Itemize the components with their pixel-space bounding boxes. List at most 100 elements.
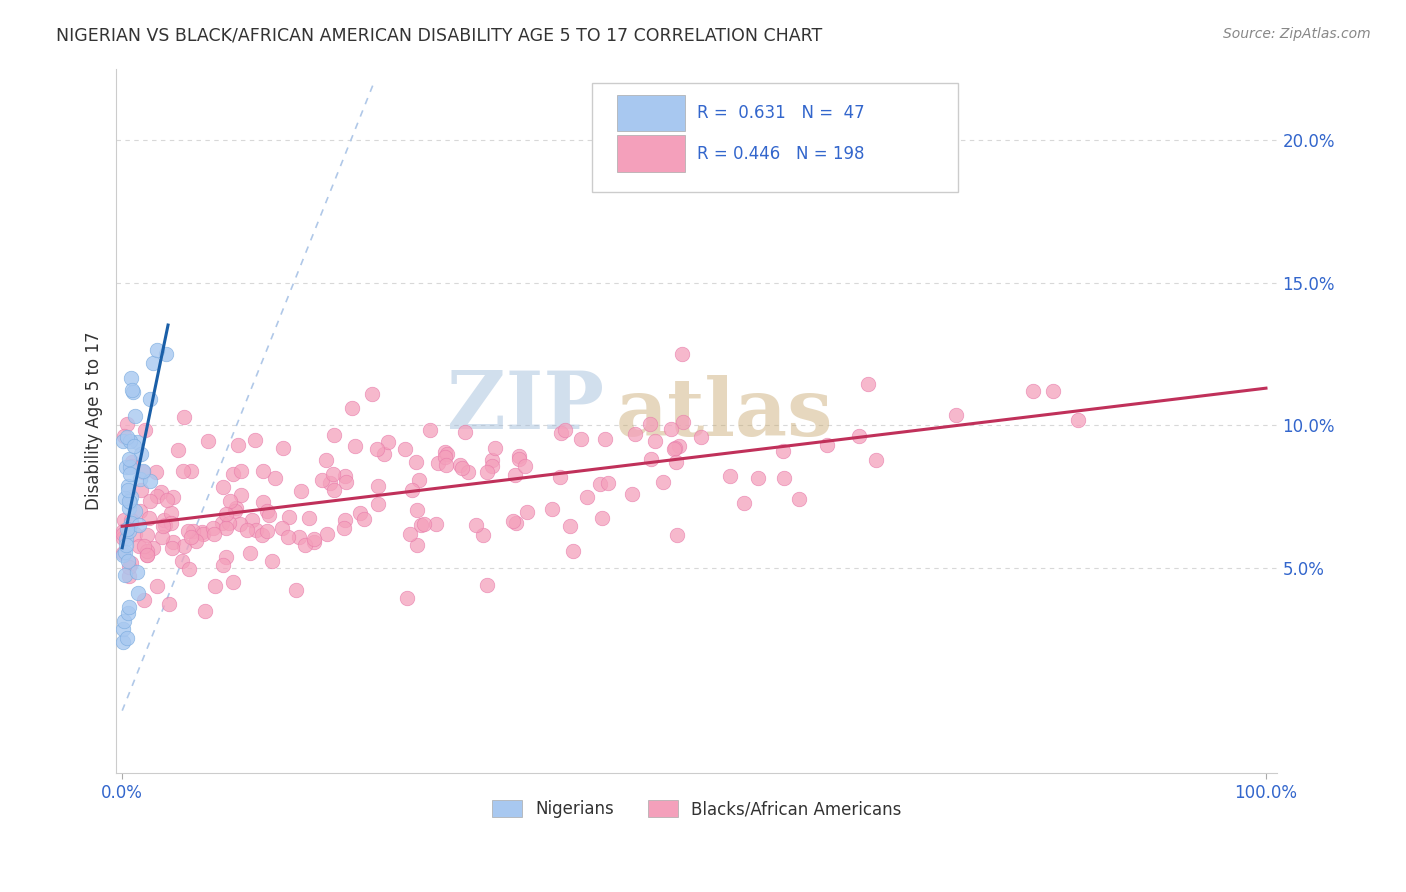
Point [256,524,278,538]
Point [394,442,416,456]
Point [644,434,666,448]
Point [277,531,299,545]
Point [132,465,155,479]
Point [651,475,673,489]
Point [124,439,146,453]
Point [156,492,179,507]
Point [815,438,838,452]
Point [426,456,449,470]
Point [405,455,427,469]
Point [659,422,682,436]
Y-axis label: Disability Age 5 to 17: Disability Age 5 to 17 [86,332,103,510]
Point [665,455,688,469]
Point [401,483,423,497]
Point [118,467,141,481]
Point [115,522,138,536]
Point [554,423,576,437]
Point [135,548,157,562]
Point [290,483,312,498]
Text: NIGERIAN VS BLACK/AFRICAN AMERICAN DISABILITY AGE 5 TO 17 CORRELATION CHART: NIGERIAN VS BLACK/AFRICAN AMERICAN DISAB… [56,27,823,45]
Point [177,524,200,538]
Point [239,546,262,560]
Point [132,539,155,553]
Point [124,504,146,518]
Point [259,508,281,522]
Point [558,518,581,533]
Point [315,453,337,467]
Point [225,501,247,516]
FancyBboxPatch shape [617,136,685,172]
Point [624,426,647,441]
Point [772,444,794,458]
Text: R =  0.631   N =  47: R = 0.631 N = 47 [697,104,865,122]
Point [118,434,141,448]
Point [323,428,346,442]
Point [173,409,195,424]
Point [250,528,273,542]
Point [120,556,142,570]
Point [112,434,135,448]
Point [252,494,274,508]
Point [395,591,418,606]
Point [120,516,142,530]
Point [129,483,152,497]
Point [262,554,284,568]
Point [212,558,235,572]
Point [173,540,195,554]
Point [150,530,173,544]
Point [409,518,432,533]
FancyBboxPatch shape [592,83,957,192]
Point [155,347,177,361]
Point [125,434,148,449]
Point [595,432,617,446]
Point [562,544,585,558]
Point [117,606,139,620]
Point [620,486,643,500]
Point [664,442,686,456]
Point [252,463,274,477]
Point [335,513,357,527]
Point [138,493,160,508]
Point [848,428,870,442]
Point [117,631,139,645]
Point [453,425,475,440]
Point [298,511,321,525]
Point [117,483,139,497]
Point [503,467,526,482]
Text: R = 0.446   N = 198: R = 0.446 N = 198 [697,145,865,163]
Point [271,441,294,455]
Point [121,385,143,400]
Point [311,473,333,487]
Point [668,439,690,453]
Point [138,392,160,406]
Point [162,534,184,549]
Point [333,468,356,483]
Point [288,530,311,544]
Point [153,518,176,533]
Point [264,471,287,485]
Point [142,541,165,556]
Point [316,526,339,541]
Point [180,530,202,544]
Point [202,526,225,541]
Point [229,516,252,531]
Point [718,468,741,483]
Point [129,447,152,461]
Point [114,459,136,474]
Point [112,513,135,527]
Point [451,461,474,475]
Point [204,579,226,593]
Point [120,513,142,527]
Point [541,501,564,516]
Point [270,521,292,535]
Point [118,568,141,582]
Point [134,423,156,437]
Point [665,528,688,542]
Point [436,447,458,461]
Point [865,452,887,467]
Point [114,567,136,582]
Point [294,538,316,552]
Point [112,429,135,443]
Point [638,417,661,431]
Point [481,452,503,467]
